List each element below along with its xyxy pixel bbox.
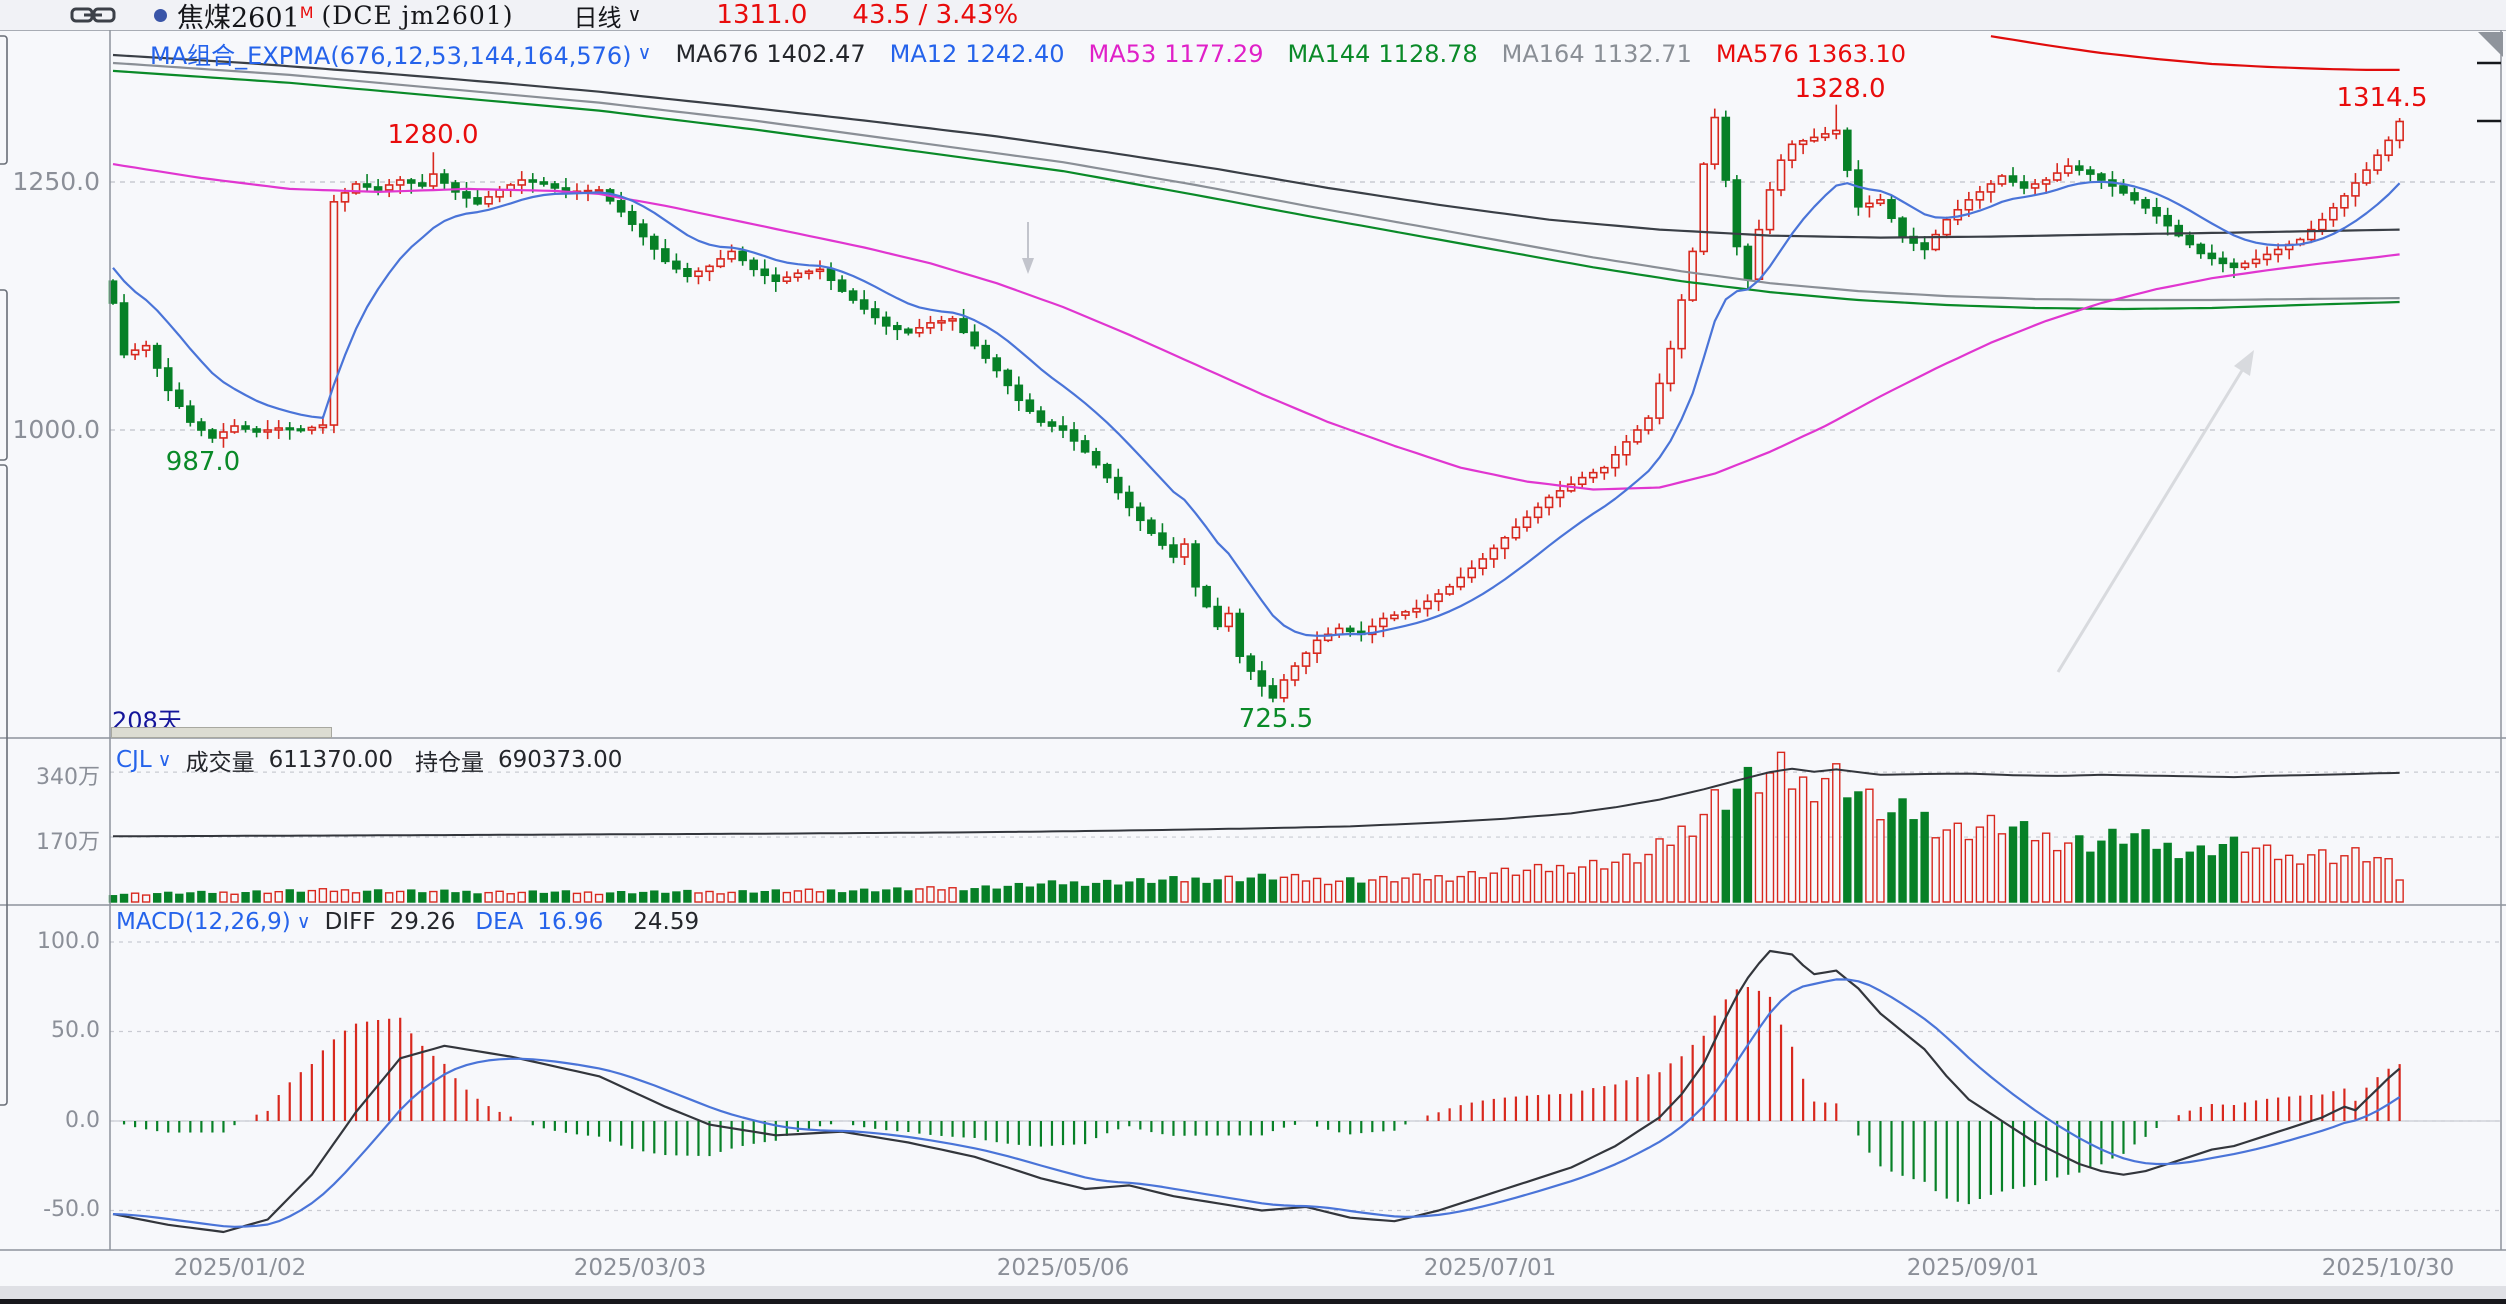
ma12-value: MA12 1242.40 <box>889 39 1065 68</box>
instrument-code: (DCE jm2601) <box>321 0 514 30</box>
ma-indicator-dropdown[interactable]: MA组合_EXPMA(676,12,53,144,164,576) ∨ <box>150 36 651 71</box>
volume-axis-tick-340: 340万 <box>36 765 100 790</box>
macd-layer <box>110 949 2500 1234</box>
price-axis-tick-1000: 1000.0 <box>12 415 100 444</box>
macd-axis-tick-50: 50.0 <box>51 1018 100 1043</box>
ma-indicator-label: MA组合_EXPMA(676,12,53,144,164,576) <box>150 42 632 70</box>
main-chart-hscroll-thumb[interactable] <box>111 727 332 738</box>
volume-layer <box>108 751 2404 903</box>
macd-axis-tick-100: 100.0 <box>37 929 100 954</box>
ma576-value: MA576 1363.10 <box>1715 39 1907 68</box>
left-collapsed-panels[interactable] <box>0 30 10 1250</box>
date-tick: 2025/05/06 <box>996 1255 1130 1281</box>
instrument-dot-icon <box>154 8 167 22</box>
oi-value: 690373.00 <box>497 747 623 773</box>
chevron-down-icon: ∨ <box>157 748 172 771</box>
price-tag-low-987: 987.0 <box>165 447 241 477</box>
dea-value: 16.96 <box>537 909 604 935</box>
macd-panel-header: MACD(12,26,9) ∨ DIFF 29.26 DEA 16.96 24.… <box>116 909 699 935</box>
cjl-indicator-dropdown[interactable]: CJL ∨ <box>116 747 172 773</box>
diff-value: 29.26 <box>389 909 456 935</box>
bottom-scrollbar[interactable] <box>0 1286 2506 1299</box>
volume-label: 成交量 <box>185 750 255 776</box>
volume-panel-header: CJL ∨ 成交量 611370.00 持仓量 690373.00 <box>116 743 622 777</box>
price-axis-tick-1250: 1250.0 <box>12 167 100 196</box>
volume-axis-tick-170: 170万 <box>36 830 100 855</box>
price-tag-high-1314: 1314.5 <box>2336 83 2428 113</box>
link-icon[interactable] <box>70 4 116 26</box>
instrument-name: 焦煤2601M <box>177 2 314 34</box>
macd-axis-tick-neg50: -50.0 <box>43 1197 100 1222</box>
chevron-down-icon: ∨ <box>627 3 642 26</box>
panel-borders-layer <box>0 29 2506 1251</box>
chevron-down-icon: ∨ <box>296 910 311 933</box>
instrument-superscript: M <box>299 2 314 22</box>
dea-label: DEA <box>475 909 524 935</box>
cjl-indicator-label: CJL <box>116 747 152 773</box>
gridlines-layer <box>110 181 2500 1212</box>
oi-label: 持仓量 <box>414 750 484 776</box>
price-tag-low-725: 725.5 <box>1238 704 1314 734</box>
macd-indicator-dropdown[interactable]: MACD(12,26,9) ∨ <box>116 909 311 935</box>
date-tick: 2025/03/03 <box>573 1255 707 1281</box>
chevron-down-icon: ∨ <box>637 42 652 64</box>
bottom-window-edge <box>0 1299 2506 1304</box>
price-change: 43.5 / 3.43% <box>852 0 1019 30</box>
period-selector[interactable]: 日线 ∨ <box>574 0 642 33</box>
ma144-value: MA144 1128.78 <box>1287 39 1478 68</box>
diff-label: DIFF <box>324 909 376 935</box>
ma-lines-layer <box>112 35 2401 637</box>
volume-value: 611370.00 <box>268 747 393 773</box>
annotation-arrows-layer <box>1022 222 2254 673</box>
date-tick: 2025/10/30 <box>2321 1255 2455 1281</box>
candles-layer <box>108 104 2404 703</box>
date-tick: 2025/07/01 <box>1423 1255 1557 1281</box>
price-tag-high-1280: 1280.0 <box>387 120 479 150</box>
macd-value: 24.59 <box>633 909 700 935</box>
ma53-value: MA53 1177.29 <box>1088 39 1264 68</box>
date-tick: 2025/09/01 <box>1906 1255 2040 1281</box>
macd-axis-tick-0: 0.0 <box>65 1108 100 1133</box>
last-price: 1311.0 <box>716 0 808 30</box>
macd-indicator-label: MACD(12,26,9) <box>116 909 291 935</box>
corner-fold-button[interactable] <box>2474 30 2506 60</box>
ma676-value: MA676 1402.47 <box>675 39 866 68</box>
date-tick: 2025/01/02 <box>173 1255 307 1281</box>
main-indicator-header: MA组合_EXPMA(676,12,53,144,164,576) ∨ MA67… <box>150 36 1906 71</box>
period-label: 日线 <box>573 3 622 32</box>
top-bar: 焦煤2601M (DCE jm2601) 日线 ∨ 1311.0 43.5 / … <box>0 0 2506 34</box>
ma164-value: MA164 1132.71 <box>1501 39 1692 68</box>
price-tag-high-1328: 1328.0 <box>1794 74 1886 104</box>
